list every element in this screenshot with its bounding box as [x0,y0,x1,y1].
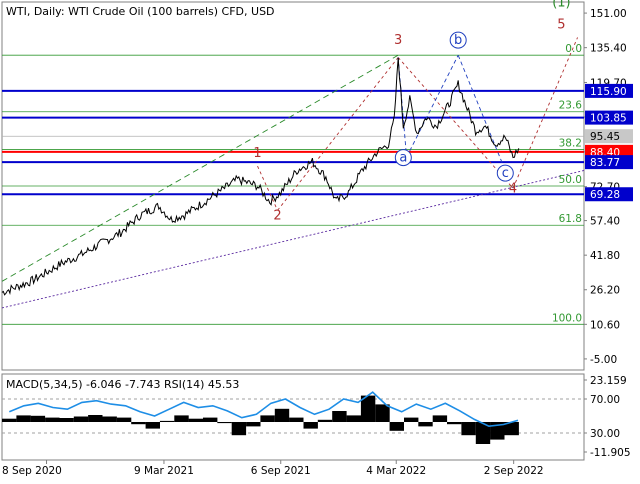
wave-line-blue [406,55,459,158]
price-line [1,57,520,296]
macd-histogram-bar [159,420,175,422]
macd-histogram-bar [73,416,89,422]
macd-histogram-bar [217,422,232,424]
macd-histogram-bar [188,418,203,422]
wave-label: (1) [552,0,570,10]
macd-histogram-bar [346,415,361,422]
macd-histogram-bar [303,422,318,429]
level-price-tag-label: 83.77 [590,157,620,169]
wave-label: 1 [253,146,261,161]
x-tick-label: 9 Mar 2021 [134,465,194,477]
macd-histogram-bar [447,422,462,425]
wave-line-red [397,57,514,189]
level-price-tag [585,187,633,202]
wave-label: c [502,166,509,181]
fib-level-label: 23.6 [559,100,583,112]
macd-histogram-bar [317,419,333,422]
price-tick-label: 135.40 [590,43,627,55]
x-tick-label: 2 Sep 2022 [484,465,544,477]
wave-line-red [277,57,399,211]
macd-histogram-bar [289,417,304,422]
macd-histogram-bar [16,415,31,422]
rsi-line [8,391,519,428]
macd-histogram-bar [475,422,491,444]
macd-histogram-bar [174,415,189,422]
indicator-tick-label: 70.00 [590,394,620,406]
fib-level-label: 0.0 [565,43,582,55]
x-tick-label: 4 Mar 2022 [366,465,426,477]
chart-title: WTI, Daily: WTI Crude Oil (100 barrels) … [6,5,275,18]
macd-histogram-bar [231,422,247,436]
wave-label-circle [394,149,412,167]
fib-level-label: 38.2 [559,137,582,149]
macd-histogram-bar [404,417,419,422]
wave-label: 2 [273,208,281,223]
indicator-tick-label: -11.905 [590,447,631,459]
macd-histogram-bar [203,417,218,422]
macd-histogram-bar [88,415,103,422]
fib-level-label: 61.8 [559,213,582,225]
macd-histogram-bar [145,422,160,429]
macd-histogram-bar [504,422,519,436]
level-price-tag-label: 115.90 [590,86,627,98]
fib-level-label: 100.0 [552,312,582,324]
wave-label-circle [496,164,514,182]
macd-histogram-bar [30,415,46,422]
macd-histogram-bar [2,418,17,422]
macd-histogram-bar [116,417,132,422]
x-tick-label: 8 Sep 2020 [2,465,62,477]
level-price-tag-label: 95.45 [590,131,620,143]
price-tick-label: -5.00 [590,354,617,366]
macd-histogram-bar [375,404,390,422]
indicator-title: MACD(5,34,5) -6.046 -7.743 RSI(14) 45.53 [6,378,239,391]
wave-label: 5 [557,18,565,33]
level-price-tag [585,110,633,125]
level-price-tag [585,129,633,144]
indicator-tick-label: 23.159 [590,375,627,387]
price-tick-label: 26.20 [590,285,620,297]
price-tick-label: 41.80 [590,250,620,262]
level-price-tag-label: 69.28 [590,189,620,201]
trend-line-upper [1,54,399,282]
macd-histogram-bar [45,417,60,422]
wave-label-circle [449,31,467,49]
wave-label: 3 [394,33,402,48]
level-price-tag-label: 103.85 [590,113,627,125]
macd-histogram-bar [274,408,290,422]
macd-histogram-bar [418,422,433,427]
macd-histogram-bar [360,395,376,422]
price-tick-label: 57.40 [590,216,620,228]
macd-histogram-bar [59,418,74,422]
indicator-frame [1,373,585,461]
price-tick-label: 10.60 [590,319,620,331]
macd-histogram-bar [432,415,448,422]
wave-label: 4 [509,182,517,197]
wave-label: b [454,33,462,48]
x-tick-label: 6 Sep 2021 [251,465,311,477]
indicator-tick-label: 30.00 [590,428,620,440]
macd-histogram-bar [260,415,275,422]
macd-histogram-bar [332,411,347,422]
wave-line-red [257,165,278,211]
macd-histogram-bar [102,416,117,422]
macd-histogram-bar [131,422,146,425]
level-price-tag [585,83,633,98]
wave-label: a [399,151,407,166]
level-price-tag [585,155,633,170]
fib-level-label: 50.0 [559,174,582,186]
price-tick-label: 151.00 [590,8,627,20]
macd-histogram-bar [461,422,476,436]
macd-histogram-bar [246,422,261,427]
macd-histogram-bar [389,422,404,431]
